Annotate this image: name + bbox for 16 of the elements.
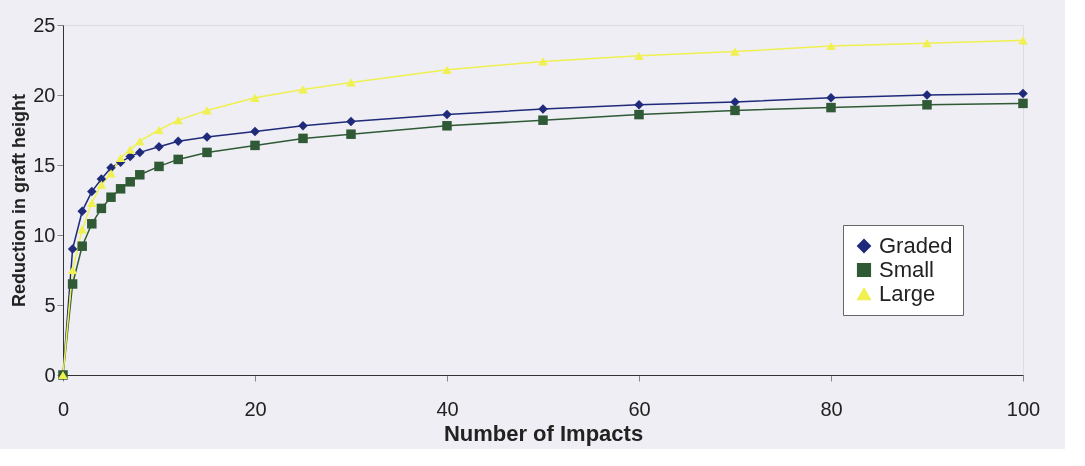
y-tick-label: 25 <box>33 13 56 36</box>
y-tick-label: 10 <box>33 223 56 246</box>
x-tick-label: 20 <box>244 397 267 420</box>
x-tick-label: 60 <box>628 397 651 420</box>
legend-label: Graded <box>879 233 953 258</box>
y-tick-label: 20 <box>33 83 56 106</box>
x-tick-label: 40 <box>436 397 459 420</box>
y-tick-label: 15 <box>33 153 56 176</box>
x-axis-title: Number of Impacts <box>443 420 644 446</box>
legend-label: Large <box>879 281 936 306</box>
y-axis-title: Reduction in graft height <box>9 94 30 307</box>
y-tick-label: 5 <box>44 293 56 316</box>
legend-label: Small <box>879 257 935 282</box>
x-tick-label: 100 <box>1006 397 1041 420</box>
x-tick-label: 80 <box>820 397 843 420</box>
y-tick-label: 0 <box>44 363 56 386</box>
